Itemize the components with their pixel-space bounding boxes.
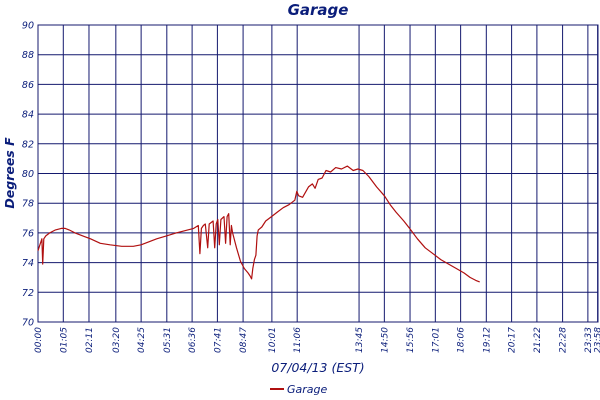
x-tick-label: 21:22 [533, 327, 543, 353]
series-layer [37, 165, 480, 283]
y-tick-label: 72 [22, 288, 34, 299]
legend-label-garage: Garage [287, 383, 328, 396]
series-line-garage [37, 165, 480, 283]
x-tick-label: 19:12 [482, 327, 492, 353]
y-axis-ticks: 70 72 74 76 78 80 82 84 86 88 90 [22, 21, 34, 329]
x-tick-label: 23:58 [594, 327, 600, 353]
x-tick-label: 13:45 [355, 327, 365, 353]
x-tick-label: 15:56 [406, 327, 416, 353]
y-tick-label: 84 [22, 110, 34, 121]
y-tick-label: 70 [22, 318, 34, 329]
y-tick-label: 74 [22, 258, 34, 269]
x-tick-label: 22:28 [559, 327, 569, 353]
x-tick-label: 04:25 [137, 327, 147, 353]
x-tick-label: 10:01 [268, 327, 278, 353]
chart-grid [37, 24, 599, 323]
y-tick-label: 88 [22, 50, 34, 61]
x-tick-label: 08:47 [239, 327, 249, 353]
x-tick-label: 14:50 [380, 327, 390, 353]
x-tick-label: 11:06 [293, 327, 303, 353]
plot-area-frame [37, 24, 599, 323]
x-tick-label: 20:17 [508, 327, 518, 353]
chart-title: Garage [288, 1, 349, 19]
y-tick-label: 80 [22, 169, 34, 180]
x-tick-label: 18:06 [457, 327, 467, 353]
x-tick-label: 23:33 [584, 327, 594, 353]
x-tick-label: 00:00 [34, 327, 44, 353]
x-tick-label: 03:20 [112, 327, 122, 353]
y-tick-label: 86 [22, 80, 34, 91]
x-tick-label: 02:11 [85, 327, 95, 353]
x-tick-label: 07:41 [213, 327, 223, 353]
x-axis-label: 07/04/13 (EST) [271, 360, 364, 375]
legend: Garage [270, 383, 328, 396]
y-tick-label: 90 [22, 21, 34, 32]
y-tick-label: 82 [22, 139, 34, 150]
x-tick-label: 17:01 [431, 327, 441, 353]
x-tick-label: 06:36 [188, 327, 198, 353]
x-axis-ticks: 00:00 01:05 02:11 03:20 04:25 05:31 06:36 07:41… [34, 327, 600, 353]
y-tick-label: 78 [22, 199, 34, 210]
y-axis-label: Degrees F [2, 137, 17, 209]
x-tick-label: 01:05 [59, 327, 69, 353]
x-tick-label: 05:31 [163, 327, 173, 353]
y-tick-label: 76 [22, 228, 34, 239]
